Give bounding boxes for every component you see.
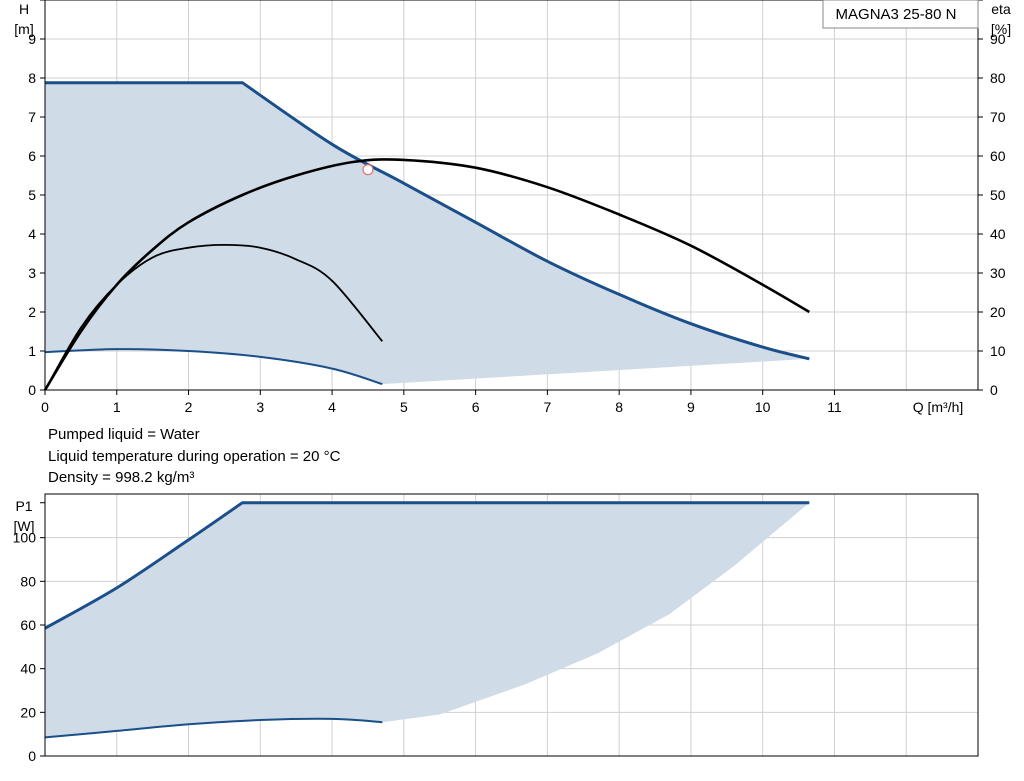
y2-tick-label: 50 — [990, 187, 1006, 203]
power-y-axis-label: P1 — [15, 498, 32, 514]
y2-tick-label: 40 — [990, 226, 1006, 242]
y2-tick-label: 30 — [990, 265, 1006, 281]
y-tick-label: 6 — [28, 148, 36, 164]
min-head-curve — [44, 348, 383, 386]
y2-tick-label: 80 — [990, 70, 1006, 86]
x-tick-label: 9 — [687, 399, 695, 415]
y-tick-label: 4 — [28, 226, 36, 242]
power-y-tick-label: 80 — [20, 573, 36, 589]
liquid-info: Pumped liquid = Water Liquid temperature… — [48, 426, 341, 486]
y-tick-label: 9 — [28, 31, 36, 47]
y2-tick-label: 60 — [990, 148, 1006, 164]
y2-axis-label: eta — [991, 1, 1011, 17]
duty-point-marker[interactable] — [362, 164, 374, 176]
max-efficiency-curve — [43, 158, 810, 391]
x-tick-label: 2 — [185, 399, 193, 415]
max-head-curve — [45, 81, 810, 361]
x-tick-label: 7 — [543, 399, 551, 415]
y2-tick-label: 20 — [990, 304, 1006, 320]
x-tick-label: 8 — [615, 399, 623, 415]
y-tick-label: 7 — [28, 109, 36, 125]
x-tick-label: 1 — [113, 399, 121, 415]
y-axis-unit: [m] — [14, 21, 33, 37]
head-chart-x-ticks: 0 1 2 3 4 5 6 7 8 9 10 11 — [41, 390, 842, 415]
x-tick-label: 10 — [755, 399, 771, 415]
head-chart-y2-ticks: 0 10 20 30 40 50 60 70 80 90 — [978, 0, 1006, 398]
power-y-tick-label: 60 — [20, 617, 36, 633]
x-tick-label: 4 — [328, 399, 336, 415]
y-tick-label: 2 — [28, 304, 36, 320]
power-y-axis-unit: [W] — [14, 518, 35, 534]
info-liquid-temperature: Liquid temperature during operation = 20… — [48, 448, 341, 465]
min-power-curve — [44, 717, 383, 739]
power-chart-y-ticks: 0 20 40 60 80 100 — [13, 502, 45, 764]
x-tick-label: 6 — [472, 399, 480, 415]
power-y-tick-label: 20 — [20, 704, 36, 720]
x-tick-label: 5 — [400, 399, 408, 415]
power-y-tick-label: 100 — [13, 530, 37, 546]
x-tick-label: 0 — [41, 399, 49, 415]
y-tick-label: 3 — [28, 265, 36, 281]
head-operating-area — [45, 82, 810, 385]
power-y-tick-label: 0 — [28, 748, 36, 764]
max-power-curve — [44, 501, 810, 630]
y-tick-label: 0 — [28, 382, 36, 398]
power-operating-area — [45, 502, 810, 738]
x-tick-label: 3 — [256, 399, 264, 415]
head-chart-y-ticks: 0 1 2 3 4 5 6 7 8 9 — [28, 0, 45, 398]
x-axis-label: Q [m³/h] — [913, 399, 964, 415]
product-label-box: MAGNA3 25-80 N — [822, 0, 979, 29]
power-y-tick-label: 40 — [20, 661, 36, 677]
head-chart: 0 1 2 3 4 5 6 7 8 9 10 11 0 1 2 3 4 5 6 7 8 9 0 10 20 30 40 50 60 7… — [14, 0, 1011, 415]
y-tick-label: 8 — [28, 70, 36, 86]
y2-axis-unit: [%] — [991, 21, 1011, 37]
info-density: Density = 998.2 kg/m³ — [48, 469, 194, 486]
y-axis-label: H — [19, 1, 29, 17]
y-tick-label: 5 — [28, 187, 36, 203]
power-chart: 0 20 40 60 80 100 P1 [W] — [13, 493, 979, 764]
product-label: MAGNA3 25-80 N — [836, 6, 957, 23]
min-efficiency-curve — [44, 243, 383, 391]
y2-tick-label: 70 — [990, 109, 1006, 125]
y2-tick-label: 90 — [990, 31, 1006, 47]
y-tick-label: 1 — [28, 343, 36, 359]
y2-tick-label: 10 — [990, 343, 1006, 359]
x-tick-label: 11 — [827, 399, 842, 415]
info-pumped-liquid: Pumped liquid = Water — [48, 426, 200, 443]
y2-tick-label: 0 — [990, 382, 998, 398]
